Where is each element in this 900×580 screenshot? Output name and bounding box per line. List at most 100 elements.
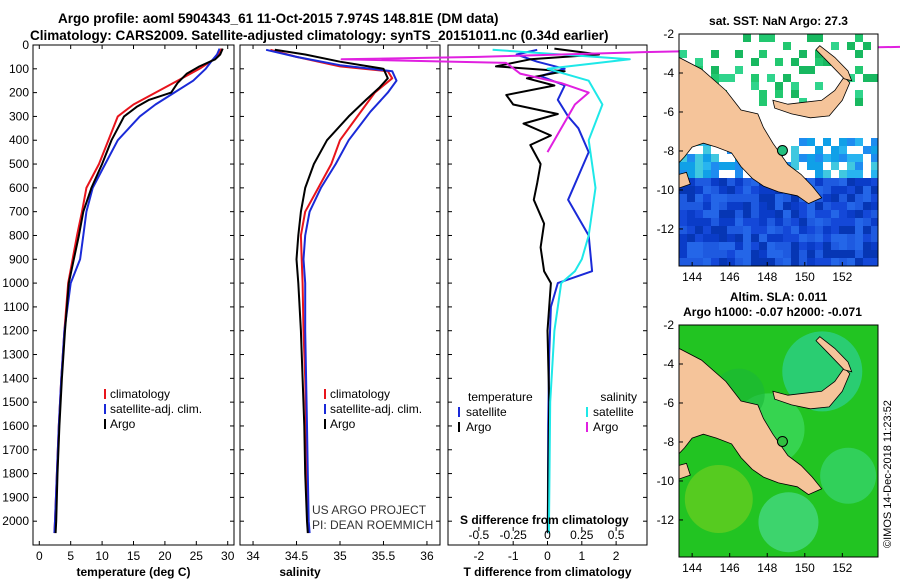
sst-cell: [751, 178, 759, 186]
sst-cell: [823, 250, 831, 258]
sst-cell: [783, 210, 791, 218]
salinity-xtick-label: 34.5: [285, 549, 309, 563]
sst-cell: [791, 154, 799, 162]
sst-cell: [783, 226, 791, 234]
sst-cell: [751, 202, 759, 210]
imos-credit: ©IMOS 14-Dec-2018 11:23:52: [882, 400, 894, 548]
salinity-frame: [239, 44, 441, 546]
sst-cell: [759, 202, 767, 210]
land-mass: [679, 171, 691, 189]
sst-cell: [871, 154, 878, 162]
sst-cell: [791, 90, 799, 98]
sst-cell: [687, 170, 695, 178]
sst-cell: [735, 226, 743, 234]
sst-cell: [751, 258, 759, 266]
map-lat-label: -8: [663, 435, 674, 449]
diff-sal-axis-label: S difference from climatology: [460, 513, 629, 527]
sst-cell: [711, 186, 719, 194]
map-frame: [678, 33, 879, 267]
land-mass: [815, 45, 853, 82]
sst-cell: [839, 258, 847, 266]
panel-difference: -2 -1 0 1 2T difference from climatologytemp…: [340, 44, 900, 579]
sst-cell: [831, 162, 839, 170]
sst-cell: [871, 74, 878, 82]
sst-cell: [807, 210, 815, 218]
sst-cell: [871, 138, 878, 146]
sst-cell: [791, 82, 799, 90]
sst-cell: [855, 242, 863, 250]
sst-cell: [735, 234, 743, 242]
sst-cell: [871, 226, 878, 234]
diff-legend-temp-label: satellite: [466, 405, 507, 419]
sst-cell: [791, 162, 799, 170]
sst-cell: [815, 154, 823, 162]
sst-cell: [767, 194, 775, 202]
map-lat-label: -12: [657, 513, 675, 527]
sst-cell: [855, 178, 863, 186]
sst-cell: [815, 50, 823, 58]
sst-cell: [791, 234, 799, 242]
sst-cell: [767, 218, 775, 226]
sst-cell: [783, 194, 791, 202]
sst-cell: [695, 178, 703, 186]
sst-cell: [863, 178, 871, 186]
sst-cell: [799, 242, 807, 250]
sst-cell: [767, 250, 775, 258]
sst-cell: [727, 194, 735, 202]
difference-series-temperature-satellite: [515, 48, 594, 534]
sst-cell: [703, 154, 711, 162]
sst-cell: [719, 74, 727, 82]
sst-cell: [823, 58, 831, 66]
sst-cell: [735, 178, 743, 186]
temperature-xlabel: temperature (deg C): [76, 565, 190, 579]
sst-cell: [735, 194, 743, 202]
sst-cell: [855, 210, 863, 218]
sst-cell: [703, 146, 711, 154]
sst-cell: [679, 202, 687, 210]
sst-cell: [791, 210, 799, 218]
sst-cell: [839, 154, 847, 162]
sst-cell: [839, 146, 847, 154]
sst-cell: [703, 162, 711, 170]
sst-cell: [695, 242, 703, 250]
temperature-legend-label: climatology: [110, 387, 170, 401]
sst-cell: [863, 186, 871, 194]
sst-cell: [815, 178, 823, 186]
sst-cell: [791, 250, 799, 258]
temperature-xtick-label: 30: [221, 549, 235, 563]
sst-cell: [751, 186, 759, 194]
sst-cell: [831, 258, 839, 266]
sst-cell: [815, 250, 823, 258]
sst-cell: [839, 210, 847, 218]
sst-cell: [719, 210, 727, 218]
sst-cell: [679, 194, 687, 202]
sst-cell: [679, 50, 687, 58]
sst-cell: [775, 226, 783, 234]
sst-cell: [823, 242, 831, 250]
sst-cell: [679, 234, 687, 242]
sst-cell: [807, 226, 815, 234]
diff-legend-temp-label: Argo: [466, 420, 492, 434]
depth-tick-label: 500: [9, 157, 29, 171]
sst-cell: [855, 98, 863, 106]
sst-cell: [767, 202, 775, 210]
sst-cell: [871, 234, 878, 242]
sst-cell: [847, 162, 855, 170]
sst-cell: [871, 194, 878, 202]
sst-cell: [847, 154, 855, 162]
sst-cell: [831, 202, 839, 210]
depth-tick-label: 1200: [2, 324, 29, 338]
diff-legend-sal-title: salinity: [600, 390, 637, 404]
sst-cell: [679, 210, 687, 218]
depth-tick-label: 600: [9, 181, 29, 195]
sst-cell: [799, 98, 807, 106]
sst-cell: [719, 242, 727, 250]
sst-cell: [719, 250, 727, 258]
sst-cell: [759, 234, 767, 242]
map-lat-label: -10: [657, 474, 675, 488]
temperature-xtick-label: 15: [127, 549, 141, 563]
sst-cell: [711, 66, 719, 74]
sst-cell: [863, 226, 871, 234]
depth-tick-label: 1600: [2, 419, 29, 433]
sst-cell: [815, 202, 823, 210]
